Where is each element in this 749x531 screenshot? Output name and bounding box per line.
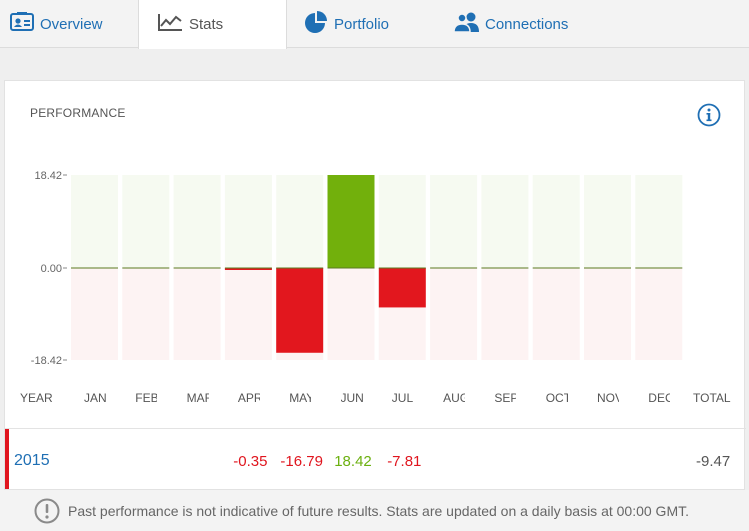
column-bg-negative <box>532 268 580 360</box>
performance-title: PERFORMANCE <box>30 106 126 120</box>
zero-line-segment <box>224 267 272 269</box>
y-tick-label: 18.42 <box>34 170 62 182</box>
column-bg-negative <box>430 268 478 360</box>
column-bg-negative <box>224 268 272 360</box>
month-header-apr: APR <box>237 391 260 405</box>
column-bg-positive <box>635 175 683 268</box>
users-icon <box>453 11 481 38</box>
disclaimer-text: Past performance is not indicative of fu… <box>68 503 689 519</box>
month-value-may: -16.79 <box>280 453 323 470</box>
month-header-oct: OCT <box>545 391 568 405</box>
line-chart-icon <box>157 12 183 37</box>
bar-oct[interactable] <box>532 267 580 269</box>
tab-portfolio-label: Portfolio <box>334 15 390 33</box>
column-bg-positive <box>481 175 529 268</box>
performance-card: PERFORMANCE 18.42 0.00 -18.42 YEAR JAN FEB M… <box>4 80 746 490</box>
bar-apr[interactable] <box>224 268 272 270</box>
month-value-jul: -7.81 <box>387 453 422 470</box>
exclamation-circle-icon <box>34 498 60 524</box>
total-header: TOTAL <box>693 391 731 405</box>
zero-line-segment <box>276 267 324 269</box>
tab-overview-label: Overview <box>40 15 103 33</box>
month-value-apr: -0.35 <box>233 453 268 470</box>
month-header-dec: DEC <box>648 391 671 405</box>
column-bg-positive <box>584 175 631 268</box>
column-bg-negative <box>173 268 221 360</box>
tab-stats-label: Stats <box>189 16 224 33</box>
bar-sep[interactable] <box>481 267 529 269</box>
column-bg-positive <box>122 175 170 268</box>
table-row: 2015 -0.35 -16.79 18.42 -7.81 -9.47 <box>5 429 746 489</box>
column-bg-negative <box>122 268 170 360</box>
months-header-row: YEAR JAN FEB MAR APR MAY JUN JUL AUG SEP OCT NOV DE… <box>5 391 746 411</box>
y-tick-label: -18.42 <box>31 355 62 367</box>
month-header-jun: JUN <box>340 391 363 405</box>
column-bg-negative <box>635 268 683 360</box>
column-bg-positive <box>430 175 478 268</box>
month-header-mar: MAR <box>186 391 209 405</box>
tab-bar: Overview Stats Portfolio <box>0 0 749 49</box>
y-tick-label: 0.00 <box>41 263 62 275</box>
column-bg-negative <box>327 268 375 360</box>
column-bg-negative <box>584 268 631 360</box>
month-header-may: MAY <box>289 391 312 405</box>
bar-dec[interactable] <box>635 267 683 269</box>
bar-aug[interactable] <box>430 267 478 269</box>
column-bg-positive <box>532 175 580 268</box>
month-header-aug: AUG <box>443 391 466 405</box>
tab-stats[interactable]: Stats <box>138 0 287 49</box>
disclaimer-footer: Past performance is not indicative of fu… <box>0 490 749 531</box>
month-header-sep: SEP <box>494 391 517 405</box>
year-row-marker <box>5 429 9 489</box>
month-value-jun: 18.42 <box>334 453 372 470</box>
column-bg-negative <box>481 268 529 360</box>
total-value: -9.47 <box>696 453 731 470</box>
month-header-feb: FEB <box>135 391 158 405</box>
pie-chart-icon <box>304 10 328 39</box>
tab-connections[interactable]: Connections <box>453 0 613 48</box>
column-bg-positive <box>224 175 272 268</box>
id-card-icon <box>10 11 34 37</box>
zero-line-segment <box>327 267 375 269</box>
bar-mar[interactable] <box>173 267 221 269</box>
tab-connections-label: Connections <box>485 15 569 33</box>
month-header-jul: JUL <box>391 391 414 405</box>
month-header-nov: NOV <box>597 391 619 405</box>
bar-nov[interactable] <box>584 267 631 269</box>
bar-feb[interactable] <box>122 267 170 269</box>
bar-jan[interactable] <box>71 267 118 269</box>
performance-chart: 18.42 0.00 -18.42 <box>31 170 683 367</box>
tab-overview[interactable]: Overview <box>10 0 136 48</box>
column-bg-positive <box>173 175 221 268</box>
column-bg-negative <box>71 268 118 360</box>
zero-line-segment <box>378 267 426 269</box>
tab-portfolio[interactable]: Portfolio <box>304 0 444 48</box>
info-icon[interactable] <box>697 103 721 127</box>
month-header-jan: JAN <box>84 391 106 405</box>
year-header: YEAR <box>20 391 53 405</box>
column-bg-positive <box>71 175 118 268</box>
bar-may[interactable] <box>276 268 324 353</box>
bar-jun[interactable] <box>327 175 375 268</box>
divider <box>5 428 746 429</box>
column-bg-positive <box>276 175 324 268</box>
year-value: 2015 <box>14 452 50 469</box>
column-bg-positive <box>378 175 426 268</box>
bar-jul[interactable] <box>378 268 426 308</box>
